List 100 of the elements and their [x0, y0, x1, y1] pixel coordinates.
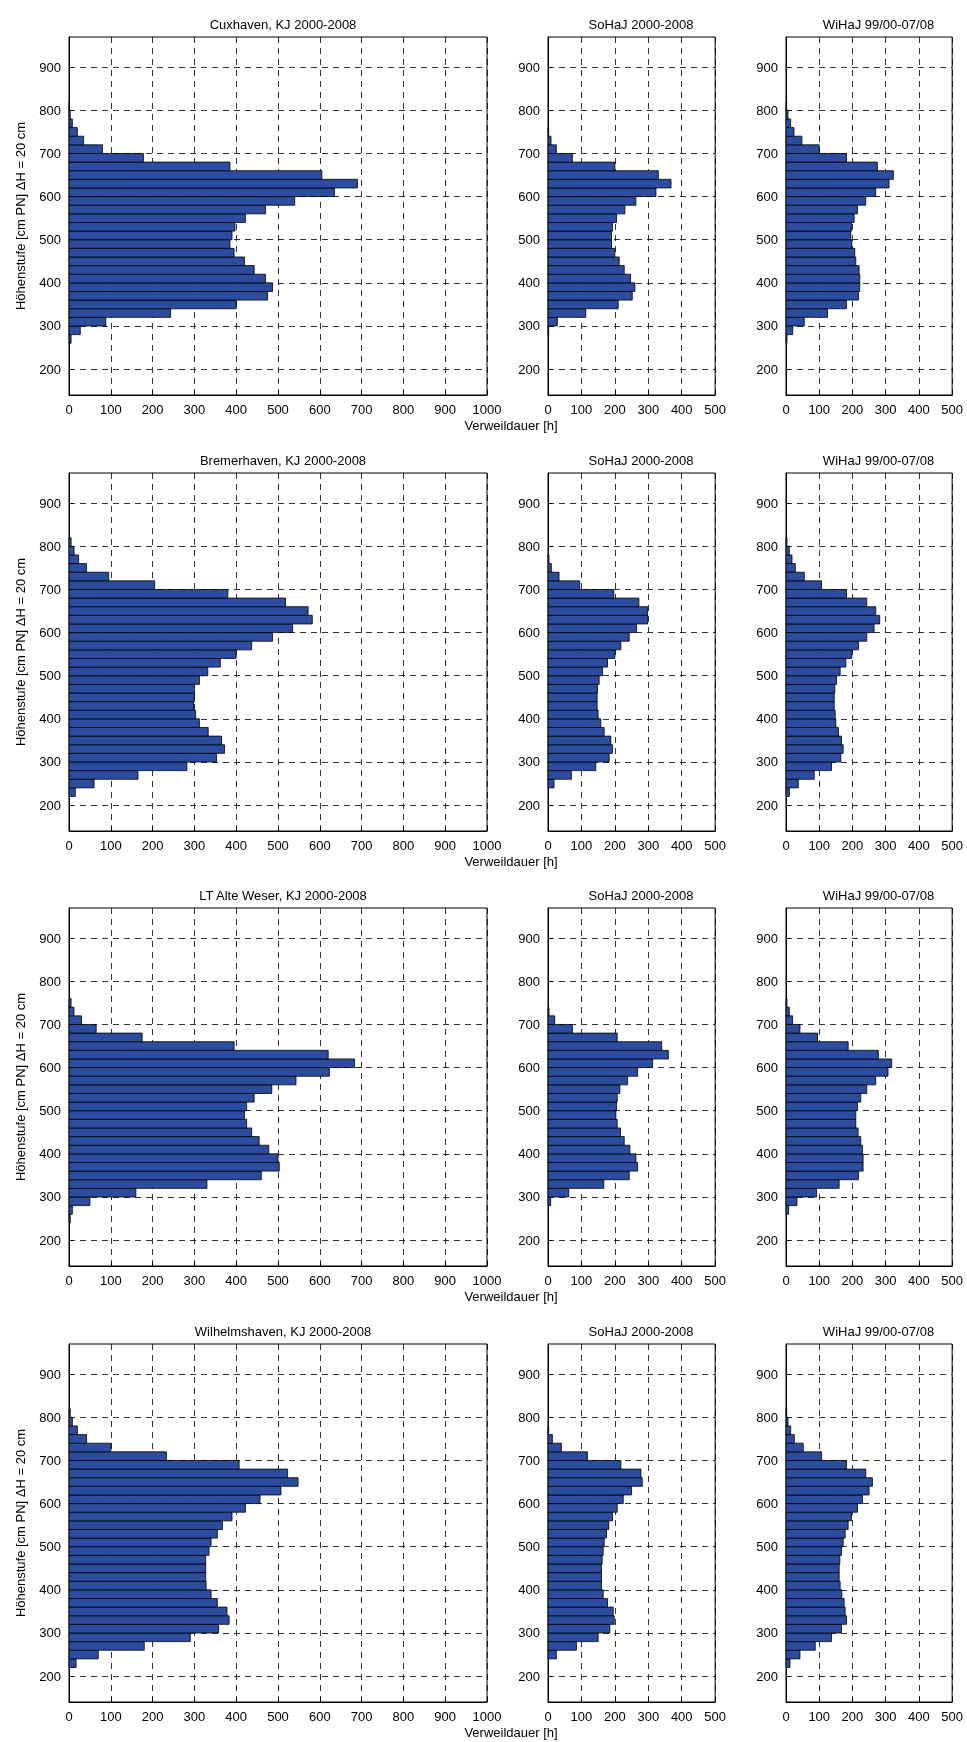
y-tick-label: 900 [756, 59, 778, 75]
x-tick-label: 0 [65, 837, 73, 853]
x-tick-label: 500 [941, 402, 964, 417]
y-tick-label: 700 [756, 145, 778, 161]
y-tick-label: 200 [39, 1232, 61, 1248]
chart-title: SoHaJ 2000-2008 [588, 452, 694, 468]
x-tick-label: 1000 [472, 1708, 502, 1724]
y-axis-title: Höhenstufe [cm PN] ΔH = 20 cm [13, 1428, 28, 1617]
y-tick-label: 900 [518, 1366, 540, 1382]
y-tick-label: 900 [39, 495, 61, 511]
x-tick-label: 0 [782, 1273, 790, 1288]
y-tick-label: 700 [756, 1016, 778, 1032]
x-tick-label: 200 [841, 1708, 864, 1724]
y-axis-title: Höhenstufe [cm PN] ΔH = 20 cm [13, 557, 28, 746]
y-tick-label: 300 [518, 1624, 540, 1640]
x-tick-label: 100 [570, 402, 593, 417]
x-tick-label: 0 [544, 402, 552, 417]
x-tick-label: 300 [637, 837, 660, 853]
x-tick-label: 400 [908, 837, 930, 853]
y-tick-label: 500 [39, 667, 61, 683]
y-tick-label: 600 [518, 189, 540, 205]
y-tick-label: 200 [756, 797, 778, 813]
x-tick-label: 0 [544, 837, 552, 853]
y-tick-label: 800 [518, 102, 540, 118]
y-tick-label: 400 [756, 710, 778, 726]
y-tick-label: 200 [518, 361, 540, 377]
y-tick-label: 300 [518, 1189, 540, 1205]
y-tick-label: 800 [756, 538, 778, 554]
x-tick-label: 400 [225, 402, 248, 417]
x-tick-label: 300 [183, 1708, 206, 1724]
x-tick-label: 0 [65, 1708, 73, 1724]
chart-title: WiHaJ 99/00-07/08 [822, 888, 935, 903]
y-tick-label: 300 [756, 1624, 778, 1640]
y-tick-label: 200 [756, 1232, 778, 1248]
y-tick-label: 500 [756, 667, 778, 683]
x-tick-label: 900 [434, 402, 457, 417]
y-tick-label: 400 [39, 1581, 61, 1597]
x-tick-label: 300 [637, 1273, 660, 1288]
x-tick-label: 1000 [472, 1273, 502, 1288]
x-tick-label: 700 [350, 837, 373, 853]
x-tick-label: 100 [99, 837, 122, 853]
x-tick-label: 200 [604, 837, 626, 853]
x-axis-title: Verweildauer [h] [464, 1724, 558, 1740]
x-tick-label: 400 [908, 1273, 930, 1288]
y-tick-label: 500 [39, 232, 61, 248]
x-tick-label: 200 [141, 1708, 164, 1724]
x-tick-label: 800 [392, 1708, 415, 1724]
y-tick-label: 400 [518, 710, 540, 726]
y-tick-label: 200 [518, 1668, 540, 1684]
x-tick-label: 0 [65, 1273, 73, 1288]
y-tick-label: 600 [39, 624, 61, 640]
y-tick-label: 800 [39, 102, 61, 118]
y-tick-label: 700 [518, 1016, 540, 1032]
y-tick-label: 800 [756, 102, 778, 118]
x-tick-label: 500 [267, 1708, 289, 1724]
chart-title: SoHaJ 2000-2008 [588, 888, 694, 903]
x-tick-label: 100 [99, 402, 122, 417]
x-tick-label: 200 [604, 402, 626, 417]
x-tick-label: 0 [782, 837, 790, 853]
y-axis-title: Höhenstufe [cm PN] ΔH = 20 cm [13, 121, 28, 311]
y-tick-label: 300 [39, 1189, 61, 1205]
y-tick-label: 900 [756, 930, 778, 946]
y-tick-label: 800 [39, 1409, 61, 1425]
x-tick-label: 300 [874, 837, 897, 853]
x-tick-label: 500 [267, 1273, 289, 1288]
y-tick-label: 500 [756, 232, 778, 248]
y-tick-label: 300 [756, 753, 778, 769]
x-tick-label: 800 [392, 402, 415, 417]
y-tick-label: 700 [756, 1452, 778, 1468]
y-tick-label: 500 [518, 667, 540, 683]
y-tick-label: 400 [39, 710, 61, 726]
y-tick-label: 900 [518, 59, 540, 75]
x-tick-label: 100 [570, 837, 593, 853]
y-tick-label: 700 [39, 145, 61, 161]
y-tick-label: 500 [518, 1103, 540, 1119]
chart-title: WiHaJ 99/00-07/08 [822, 17, 935, 32]
x-tick-label: 1000 [472, 402, 502, 417]
x-tick-label: 200 [141, 1273, 164, 1288]
x-tick-label: 200 [604, 1708, 626, 1724]
y-tick-label: 300 [39, 1624, 61, 1640]
x-tick-label: 600 [308, 1273, 331, 1288]
x-tick-label: 400 [225, 1708, 248, 1724]
y-axis-title: Höhenstufe [cm PN] ΔH = 20 cm [13, 992, 28, 1182]
x-tick-label: 100 [808, 1708, 831, 1724]
y-tick-label: 500 [756, 1538, 778, 1554]
x-tick-label: 0 [544, 1708, 552, 1724]
chart-title: Cuxhaven, KJ 2000-2008 [209, 17, 357, 32]
x-tick-label: 400 [670, 402, 693, 417]
chart-title: Wilhelmshaven, KJ 2000-2008 [194, 1323, 372, 1339]
y-tick-label: 500 [518, 232, 540, 248]
y-tick-label: 800 [756, 1409, 778, 1425]
x-tick-label: 800 [392, 837, 415, 853]
x-tick-label: 300 [637, 1708, 660, 1724]
x-tick-label: 500 [267, 837, 289, 853]
chart-title: SoHaJ 2000-2008 [588, 17, 694, 32]
x-tick-label: 200 [841, 837, 864, 853]
x-tick-label: 100 [99, 1708, 122, 1724]
x-axis-title: Verweildauer [h] [464, 418, 558, 433]
y-tick-label: 600 [39, 189, 61, 205]
x-tick-label: 100 [570, 1708, 593, 1724]
